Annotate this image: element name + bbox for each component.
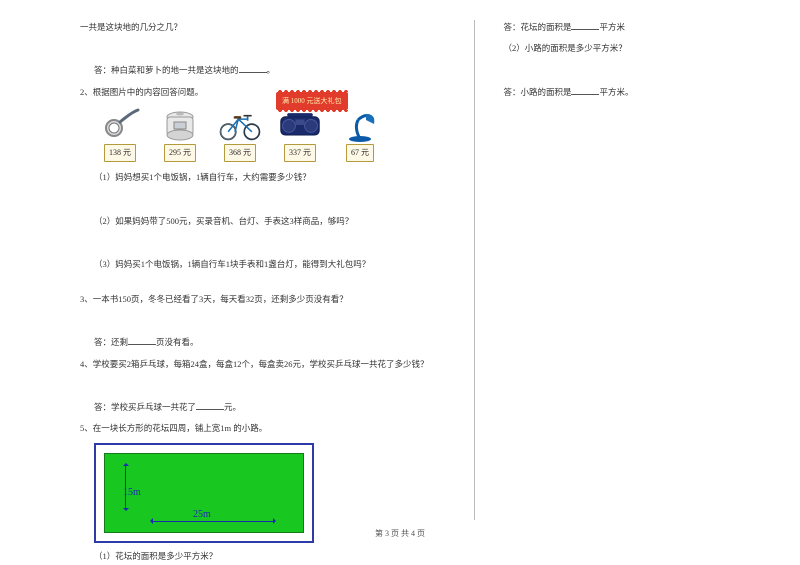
product-lamp: 67 元 — [334, 106, 386, 162]
price-ricecooker: 295 元 — [164, 144, 196, 162]
q4-stem: 4、学校要买2箱乒乓球，每箱24盒，每盒12个，每盒卖26元，学校买乒乓球一共花… — [80, 357, 458, 372]
product-ricecooker: 295 元 — [154, 106, 206, 162]
r3-prefix: 答：小路的面积是 — [503, 87, 571, 97]
product-watch: 138 元 — [94, 106, 146, 162]
q4-answer-prefix: 答：学校买乒乓球一共花了 — [94, 402, 196, 412]
price-watch: 138 元 — [104, 144, 136, 162]
r1-answer: 答：花坛的面积是 平方米 — [503, 20, 740, 35]
column-divider — [474, 20, 475, 520]
q3-blank — [128, 335, 156, 345]
q2-stem: 2、根据图片中的内容回答问题。 — [80, 85, 458, 100]
r1-prefix: 答：花坛的面积是 — [503, 22, 571, 32]
q1-answer-prefix: 答：种白菜和萝卜的地一共是这块地的 — [94, 65, 239, 75]
garden-diagram: 15m 25m — [94, 443, 314, 543]
q2-sub3: （3）妈妈买1个电饭锅，1辆自行车1块手表和1盏台灯，能得到大礼包吗？ — [80, 257, 458, 272]
r2-question: （2）小路的面积是多少平方米？ — [503, 41, 740, 56]
price-lamp: 67 元 — [346, 144, 374, 162]
garden-width-label: 25m — [193, 506, 211, 524]
price-radio: 337 元 — [284, 144, 316, 162]
left-column: 一共是这块地的几分之几？ 答：种白菜和萝卜的地一共是这块地的 。 2、根据图片中的… — [80, 20, 458, 520]
products-row: 满 1000 元送大礼包 138 元 — [80, 106, 458, 162]
q5-stem: 5、在一块长方形的花坛四周，铺上宽1m 的小路。 — [80, 421, 458, 436]
q1-blank — [239, 63, 267, 73]
q4-answer: 答：学校买乒乓球一共花了 元。 — [80, 400, 458, 415]
q3-answer-prefix: 答：还剩 — [94, 337, 128, 347]
ricecooker-icon — [158, 106, 202, 144]
product-radio: 337 元 — [274, 106, 326, 162]
q3-stem: 3、一本书150页，冬冬已经看了3天，每天看32页，还剩多少页没有看？ — [80, 292, 458, 307]
q3-answer: 答：还剩 页没有看。 — [80, 335, 458, 350]
page-content: 一共是这块地的几分之几？ 答：种白菜和萝卜的地一共是这块地的 。 2、根据图片中的… — [0, 0, 800, 520]
r3-blank — [571, 85, 599, 95]
promo-banner: 满 1000 元送大礼包 — [276, 92, 348, 111]
q4-answer-suffix: 元。 — [224, 402, 241, 412]
bicycle-icon — [218, 106, 262, 144]
q4-blank — [196, 400, 224, 410]
r3-answer: 答：小路的面积是 平方米。 — [503, 85, 740, 100]
q2-sub1: （1）妈妈想买1个电饭锅，1辆自行车，大约需要多少钱？ — [80, 170, 458, 185]
r3-suffix: 平方米。 — [599, 87, 633, 97]
product-bicycle: 368 元 — [214, 106, 266, 162]
price-bicycle: 368 元 — [224, 144, 256, 162]
r1-blank — [571, 20, 599, 30]
q3-answer-suffix: 页没有看。 — [156, 337, 199, 347]
q1-answer: 答：种白菜和萝卜的地一共是这块地的 。 — [80, 63, 458, 78]
watch-icon — [98, 106, 142, 144]
q5-sub1: （1）花坛的面积是多少平方米？ — [80, 549, 458, 564]
q1-answer-suffix: 。 — [267, 65, 276, 75]
q1-top-text: 一共是这块地的几分之几？ — [80, 20, 458, 35]
r1-suffix: 平方米 — [599, 22, 625, 32]
q2-sub2: （2）如果妈妈带了500元，买录音机、台灯、手表这3样商品，够吗？ — [80, 214, 458, 229]
garden-height-label: 15m — [123, 484, 141, 502]
right-column: 答：花坛的面积是 平方米 （2）小路的面积是多少平方米？ 答：小路的面积是 平方米。 — [491, 20, 740, 520]
